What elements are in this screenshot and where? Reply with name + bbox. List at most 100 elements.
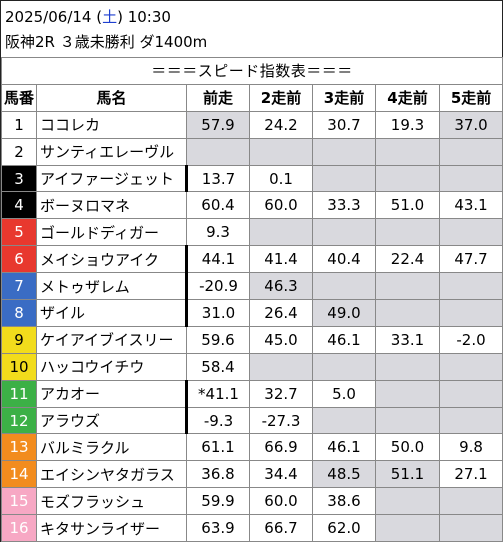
speed-index-cell: 38.6 — [312, 487, 376, 516]
speed-index-cell — [375, 406, 440, 435]
horse-number: 16 — [1, 514, 37, 542]
speed-index-cell — [312, 406, 376, 435]
speed-index-cell — [438, 137, 503, 166]
speed-index-cell: 48.5 — [312, 460, 376, 489]
horse-number: 15 — [1, 487, 37, 516]
horse-name: ボーヌロマネ — [36, 191, 187, 220]
speed-index-cell: 33.3 — [312, 191, 376, 220]
speed-index-cell — [312, 218, 376, 247]
horse-name: アイファージェット — [36, 164, 188, 193]
table-row: 1 ココレカ 57.9 24.2 30.7 19.3 37.0 — [1, 110, 503, 139]
speed-index-cell: -20.9 — [186, 272, 250, 301]
speed-index-cell — [375, 137, 440, 166]
col-header-number: 馬番 — [1, 83, 37, 112]
speed-index-cell: 9.8 — [438, 433, 503, 462]
speed-index-cell — [438, 218, 503, 247]
speed-index-cell — [186, 137, 250, 166]
speed-index-cell: 22.4 — [375, 245, 440, 274]
speed-index-cell — [438, 379, 503, 408]
race-info: 阪神2R ３歳未勝利 ダ1400m — [5, 33, 208, 51]
speed-index-cell — [375, 487, 440, 516]
table-row: 8 ザイル 31.0 26.4 49.0 — [1, 299, 503, 327]
speed-index-cell: 9.3 — [186, 218, 250, 247]
horse-number: 12 — [1, 406, 37, 435]
speed-index-cell: 37.0 — [438, 110, 503, 139]
horse-number: 3 — [1, 164, 37, 193]
horse-name: アラウズ — [36, 406, 188, 435]
speed-index-cell — [249, 352, 313, 381]
horse-number: 4 — [1, 191, 37, 220]
speed-index-cell: 26.4 — [249, 299, 313, 327]
horse-number: 10 — [1, 352, 37, 381]
speed-index-cell: 13.7 — [186, 164, 250, 193]
speed-index-cell — [312, 352, 376, 381]
horse-number: 2 — [1, 137, 37, 166]
col-header-last: 前走 — [186, 83, 250, 112]
column-header-row: 馬番 馬名 前走 2走前 3走前 4走前 5走前 — [1, 83, 503, 112]
speed-index-cell: 66.7 — [249, 514, 313, 542]
speed-index-cell: 57.9 — [186, 110, 250, 139]
speed-index-cell: 49.0 — [312, 299, 376, 327]
table-row: 14 エイシンヤタガラス 36.8 34.4 48.5 51.1 27.1 — [1, 460, 503, 489]
speed-index-cell — [375, 164, 440, 193]
speed-index-cell: 60.4 — [186, 191, 250, 220]
speed-index-cell: 32.7 — [249, 379, 313, 408]
horse-name: ココレカ — [36, 110, 187, 139]
horse-name: サンティエレーヴル — [36, 137, 187, 166]
speed-index-cell: 59.9 — [186, 487, 250, 516]
col-header-4th: 4走前 — [375, 83, 440, 112]
speed-index-cell — [312, 272, 376, 301]
speed-index-table: ＝＝＝スピード指数表＝＝＝ 馬番 馬名 前走 2走前 3走前 4走前 5走前 1… — [0, 57, 503, 542]
speed-index-cell: 50.0 — [375, 433, 440, 462]
speed-index-cell: 63.9 — [186, 514, 250, 542]
race-datetime: 2025/06/14 (土) 10:30 — [5, 8, 171, 26]
table-row: 5 ゴールドディガー 9.3 — [1, 218, 503, 247]
speed-index-cell: 59.6 — [186, 325, 250, 354]
speed-index-cell — [375, 352, 440, 381]
speed-index-cell — [249, 137, 313, 166]
table-row: 9 ケイアイブイスリー 59.6 45.0 46.1 33.1 -2.0 — [1, 325, 503, 354]
speed-index-cell: 30.7 — [312, 110, 376, 139]
speed-index-cell: 51.0 — [375, 191, 440, 220]
horse-name: メトゥザレム — [36, 272, 188, 301]
speed-index-cell — [438, 299, 503, 327]
speed-index-cell: 46.1 — [312, 433, 376, 462]
speed-index-cell: 44.1 — [186, 245, 250, 274]
speed-index-cell — [375, 514, 440, 542]
speed-index-cell — [438, 487, 503, 516]
speed-index-cell: 46.3 — [249, 272, 313, 301]
table-row: 13 バルミラクル 61.1 66.9 46.1 50.0 9.8 — [1, 433, 503, 462]
speed-index-cell: 40.4 — [312, 245, 376, 274]
horse-name: バルミラクル — [36, 433, 187, 462]
table-body: 1 ココレカ 57.9 24.2 30.7 19.3 37.0 2 サンティエレーヴル 3 アイファ… — [1, 110, 503, 542]
col-header-name: 馬名 — [36, 83, 187, 112]
col-header-2nd: 2走前 — [249, 83, 313, 112]
table-row: 12 アラウズ -9.3 -27.3 — [1, 406, 503, 435]
table-row: 11 アカオー *41.1 32.7 5.0 — [1, 379, 503, 408]
speed-index-cell: 0.1 — [249, 164, 313, 193]
horse-number: 8 — [1, 299, 37, 327]
weekday: 土 — [102, 8, 118, 26]
speed-index-cell: 31.0 — [186, 299, 250, 327]
speed-index-cell: 19.3 — [375, 110, 440, 139]
speed-index-cell — [375, 218, 440, 247]
speed-index-cell: 24.2 — [249, 110, 313, 139]
table-title: ＝＝＝スピード指数表＝＝＝ — [0, 57, 503, 85]
speed-index-cell: -27.3 — [249, 406, 313, 435]
speed-index-cell — [438, 272, 503, 301]
table-row: 6 メイショウアイク 44.1 41.4 40.4 22.4 47.7 — [1, 245, 503, 274]
speed-index-cell: 58.4 — [186, 352, 250, 381]
speed-index-cell: -2.0 — [438, 325, 503, 354]
speed-index-cell — [438, 406, 503, 435]
horse-number: 9 — [1, 325, 37, 354]
horse-name: ゴールドディガー — [36, 218, 187, 247]
horse-number: 13 — [1, 433, 37, 462]
speed-index-cell — [438, 352, 503, 381]
table-row: 3 アイファージェット 13.7 0.1 — [1, 164, 503, 193]
table-row: 7 メトゥザレム -20.9 46.3 — [1, 272, 503, 301]
speed-index-cell: 45.0 — [249, 325, 313, 354]
speed-index-cell: 34.4 — [249, 460, 313, 489]
horse-number: 5 — [1, 218, 37, 247]
speed-index-cell: 47.7 — [438, 245, 503, 274]
